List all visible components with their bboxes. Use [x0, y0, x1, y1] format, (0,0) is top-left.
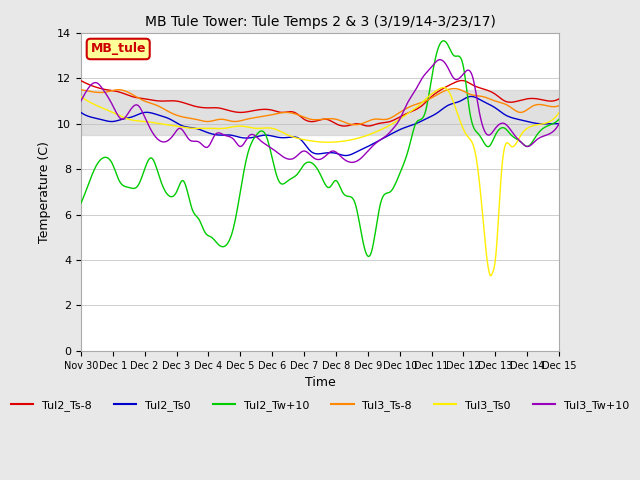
Text: MB_tule: MB_tule	[90, 43, 146, 56]
Title: MB Tule Tower: Tule Temps 2 & 3 (3/19/14-3/23/17): MB Tule Tower: Tule Temps 2 & 3 (3/19/14…	[145, 15, 495, 29]
Bar	[81, 90, 559, 135]
Legend: Tul2_Ts-8, Tul2_Ts0, Tul2_Tw+10, Tul3_Ts-8, Tul3_Ts0, Tul3_Tw+10: Tul2_Ts-8, Tul2_Ts0, Tul2_Tw+10, Tul3_Ts…	[6, 396, 634, 415]
X-axis label: Time: Time	[305, 376, 335, 389]
Y-axis label: Temperature (C): Temperature (C)	[38, 141, 51, 243]
